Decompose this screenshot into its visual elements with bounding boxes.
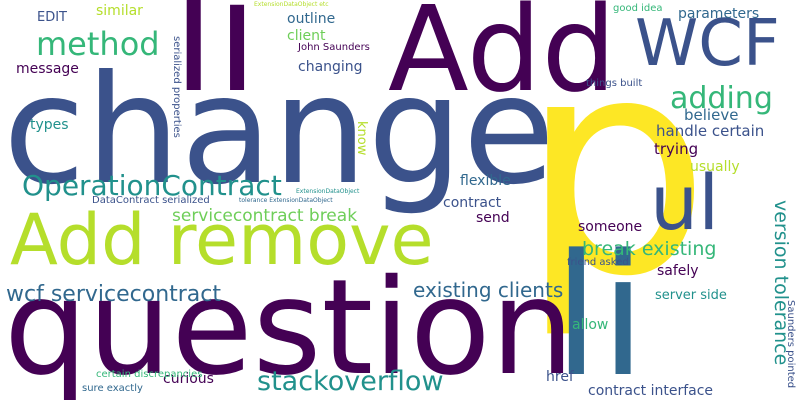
word-li-top: li	[172, 0, 259, 127]
word-types: types	[30, 117, 69, 133]
word-wcf-servicecontract: wcf servicecontract	[6, 282, 222, 307]
word-things-built: things built	[586, 78, 643, 89]
word-existing-clients: existing clients	[413, 278, 564, 302]
word-ul: ul	[650, 158, 720, 247]
word-safely: safely	[657, 263, 699, 279]
word-someone: someone	[578, 219, 643, 235]
word-extensiondataobject-etc: ExtensionDataObject etc	[254, 1, 329, 8]
word-know: know	[354, 121, 369, 156]
word-john-saunders: John Saunders	[298, 42, 370, 53]
word-sure-exactly: sure exactly	[82, 383, 143, 394]
word-method: method	[36, 25, 160, 63]
word-datacontract-serialized: DataContract serialized	[92, 195, 210, 206]
word-adding: adding	[670, 81, 773, 116]
word-send: send	[476, 210, 510, 226]
word-operationcontract: OperationContract	[22, 169, 282, 202]
word-similar: similar	[96, 3, 143, 19]
word-good-idea: good idea	[613, 3, 663, 14]
word-curious: curious	[163, 371, 214, 387]
word-href: href	[546, 369, 574, 385]
word-trying: trying	[654, 140, 699, 158]
word-stackoverflow: stackoverflow	[257, 366, 444, 397]
word-allow: allow	[572, 317, 609, 333]
word-servicecontract-break: servicecontract break	[172, 206, 358, 226]
word-contract-interface: contract interface	[588, 383, 714, 399]
word-edit: EDIT	[37, 10, 67, 25]
word-certain-discrepancies: certain discrepancies	[96, 369, 203, 380]
word-contract: contract	[443, 195, 502, 211]
word-handle-certain: handle certain	[656, 122, 765, 140]
word-flexible: flexible	[460, 173, 511, 189]
word-outline: outline	[287, 11, 336, 27]
word-saunders-pointed: Saunders pointed	[785, 300, 796, 389]
word-usually: usually	[690, 159, 740, 175]
word-server-side: server side	[655, 288, 727, 303]
word-serialized-properties: serialized properties	[171, 36, 182, 138]
word-break-existing: break existing	[582, 238, 717, 260]
word-question: question	[4, 251, 575, 400]
word-li-large: li	[553, 218, 647, 400]
word-add: Add	[388, 0, 617, 118]
word-parameters: parameters	[678, 6, 760, 22]
word-friend-asked: friend asked	[567, 257, 629, 268]
word-tolerance-extensiondataobject: tolerance ExtensionDataObject	[239, 197, 333, 204]
word-add-remove: Add remove	[10, 199, 434, 281]
word-believe: believe	[684, 106, 739, 124]
word-wcf: WCF	[635, 7, 780, 81]
word-p: p	[520, 0, 711, 342]
word-change: change	[3, 44, 556, 218]
word-message: message	[16, 61, 79, 77]
word-changing: changing	[298, 59, 363, 75]
word-extensiondataobject: ExtensionDataObject	[296, 188, 360, 195]
word-client: client	[287, 28, 326, 44]
